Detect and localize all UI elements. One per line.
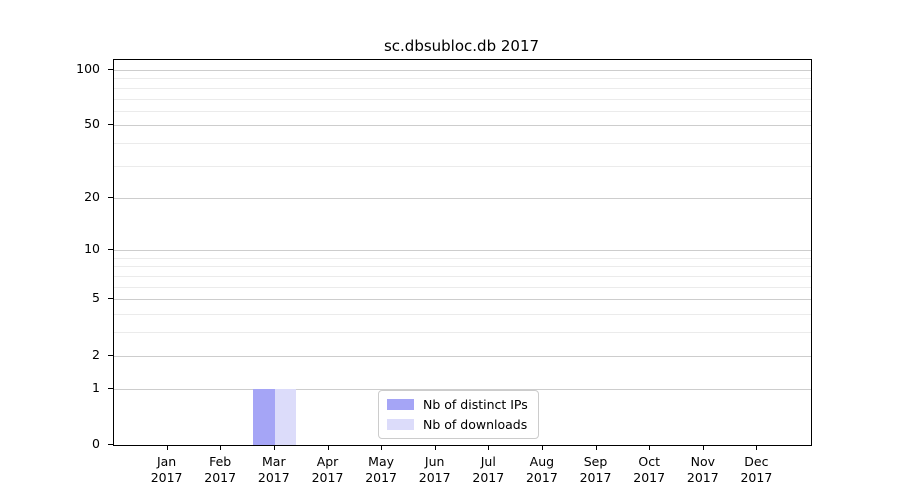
x-tick-label: Mar 2017 bbox=[257, 454, 290, 485]
gridline-major bbox=[114, 388, 811, 390]
gridline-major bbox=[114, 197, 811, 199]
y-tick-label: 5 bbox=[92, 290, 100, 306]
y-tick-mark bbox=[108, 444, 113, 445]
x-tick-mark bbox=[273, 445, 275, 450]
x-tick-label: Dec 2017 bbox=[740, 454, 773, 485]
x-tick-label: Jun 2017 bbox=[418, 454, 451, 485]
y-tick-label: 0 bbox=[92, 436, 100, 451]
gridline-minor bbox=[114, 143, 811, 145]
x-tick-label: Sep 2017 bbox=[579, 454, 612, 485]
legend-label-downloads: Nb of downloads bbox=[423, 417, 528, 432]
x-tick-label: Feb 2017 bbox=[204, 454, 237, 485]
x-tick-mark bbox=[381, 445, 383, 450]
x-tick-mark bbox=[166, 445, 168, 450]
gridline-major bbox=[114, 299, 811, 301]
bar-distinct-ips-mar bbox=[253, 388, 275, 445]
legend: Nb of distinct IPs Nb of downloads bbox=[378, 390, 539, 439]
y-tick-mark bbox=[108, 249, 113, 251]
y-tick-mark bbox=[108, 298, 113, 300]
x-tick-label: Aug 2017 bbox=[525, 454, 558, 485]
x-tick-mark bbox=[702, 445, 704, 450]
y-tick-mark bbox=[108, 387, 113, 389]
x-tick-label: Jul 2017 bbox=[472, 454, 505, 485]
gridline-minor bbox=[114, 78, 811, 80]
x-tick-mark bbox=[220, 445, 222, 450]
x-tick-mark bbox=[327, 445, 329, 450]
legend-label-distinct-ips: Nb of distinct IPs bbox=[423, 397, 528, 412]
x-tick-mark bbox=[649, 445, 651, 450]
x-tick-label: May 2017 bbox=[365, 454, 397, 485]
gridline-minor bbox=[114, 165, 811, 167]
legend-swatch-downloads bbox=[387, 419, 414, 430]
y-tick-mark bbox=[108, 196, 113, 198]
chart-title: sc.dbsubloc.db 2017 bbox=[383, 37, 540, 55]
gridline-major bbox=[114, 69, 811, 71]
gridline-minor bbox=[114, 110, 811, 112]
gridline-minor bbox=[114, 98, 811, 100]
y-tick-label: 50 bbox=[84, 116, 100, 132]
y-tick-mark bbox=[108, 124, 113, 126]
y-tick-label: 100 bbox=[76, 60, 100, 76]
x-tick-label: Apr 2017 bbox=[311, 454, 344, 485]
gridline-minor bbox=[114, 257, 811, 259]
x-tick-label: Nov 2017 bbox=[686, 454, 719, 485]
gridline-major bbox=[114, 355, 811, 357]
gridline-minor bbox=[114, 286, 811, 288]
y-tick-label: 10 bbox=[84, 241, 100, 257]
y-tick-label: 2 bbox=[92, 346, 100, 362]
legend-swatch-distinct-ips bbox=[387, 399, 414, 410]
gridline-minor bbox=[114, 314, 811, 316]
x-tick-label: Jan 2017 bbox=[150, 454, 183, 485]
gridline-minor bbox=[114, 266, 811, 268]
x-tick-mark bbox=[595, 445, 597, 450]
gridline-major bbox=[114, 125, 811, 127]
x-tick-mark bbox=[756, 445, 758, 450]
bar-downloads-mar bbox=[274, 388, 297, 445]
x-tick-mark bbox=[541, 445, 543, 450]
gridline-minor bbox=[114, 87, 811, 89]
y-tick-mark bbox=[108, 354, 113, 356]
gridline-major bbox=[114, 250, 811, 252]
y-tick-label: 20 bbox=[84, 188, 100, 204]
x-tick-label: Oct 2017 bbox=[633, 454, 666, 485]
y-tick-mark bbox=[108, 68, 113, 70]
plot-area: Nb of distinct IPs Nb of downloads bbox=[113, 59, 812, 446]
x-tick-mark bbox=[488, 445, 490, 450]
legend-item-distinct-ips: Nb of distinct IPs bbox=[387, 397, 528, 412]
legend-item-downloads: Nb of downloads bbox=[387, 417, 528, 432]
gridline-minor bbox=[114, 276, 811, 277]
gridline-minor bbox=[114, 332, 811, 334]
x-tick-mark bbox=[434, 445, 436, 450]
y-tick-label: 1 bbox=[92, 379, 100, 395]
